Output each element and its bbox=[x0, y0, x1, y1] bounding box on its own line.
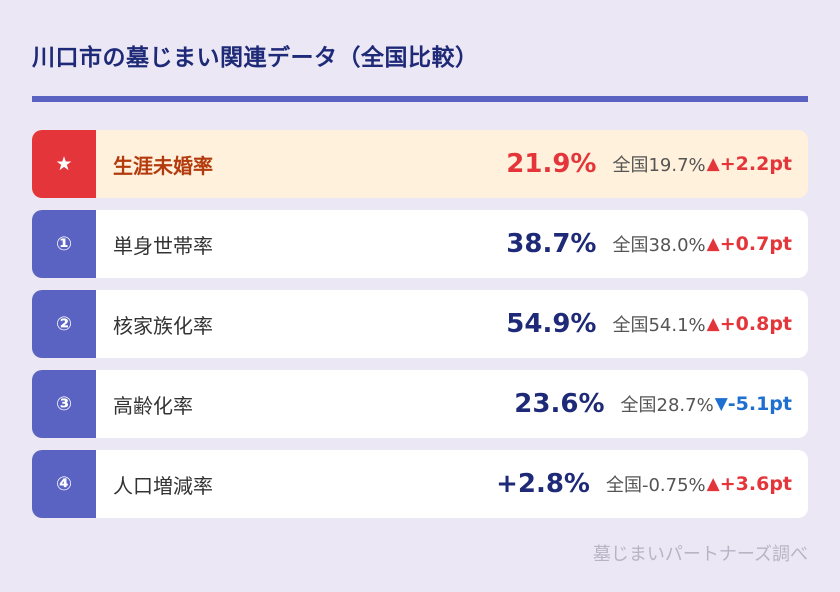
trend-arrow-icon: ▼ bbox=[714, 394, 728, 414]
stat-value: 54.9% bbox=[506, 309, 597, 339]
diff-value: +2.2pt bbox=[719, 153, 792, 175]
stat-label: 生涯未婚率 bbox=[113, 153, 213, 178]
diff-value: +0.8pt bbox=[719, 313, 792, 335]
diff-value: +3.6pt bbox=[719, 473, 792, 495]
stat-row-nuclear-family: ② 核家族化率 54.9% 全国54.1% ▲ +0.8pt bbox=[32, 290, 808, 358]
trend-arrow-icon: ▲ bbox=[706, 154, 720, 174]
source-note: 墓じまいパートナーズ調べ bbox=[592, 544, 808, 565]
diff-value: +0.7pt bbox=[719, 233, 792, 255]
stat-value: 21.9% bbox=[506, 149, 597, 179]
national-value: 全国28.7% bbox=[620, 395, 714, 416]
national-value: 全国-0.75% bbox=[605, 475, 706, 496]
trend-arrow-icon: ▲ bbox=[706, 234, 720, 254]
page-title: 川口市の墓じまい関連データ（全国比較） bbox=[32, 45, 479, 71]
national-value: 全国54.1% bbox=[612, 315, 706, 336]
trend-arrow-icon: ▲ bbox=[706, 474, 720, 494]
stats-list: ★ 生涯未婚率 21.9% 全国19.7% ▲ +2.2pt ① 単身世帯率 3… bbox=[32, 130, 808, 530]
stat-label: 人口増減率 bbox=[113, 473, 213, 498]
stat-values: +2.8% 全国-0.75% ▲ +3.6pt bbox=[496, 450, 792, 518]
stat-values: 38.7% 全国38.0% ▲ +0.7pt bbox=[506, 210, 792, 278]
stat-label: 単身世帯率 bbox=[113, 233, 213, 258]
stat-row-population-change: ④ 人口増減率 +2.8% 全国-0.75% ▲ +3.6pt bbox=[32, 450, 808, 518]
trend-arrow-icon: ▲ bbox=[706, 314, 720, 334]
stat-row-aging-rate: ③ 高齢化率 23.6% 全国28.7% ▼ -5.1pt bbox=[32, 370, 808, 438]
stat-label: 核家族化率 bbox=[113, 313, 213, 338]
stat-values: 21.9% 全国19.7% ▲ +2.2pt bbox=[506, 130, 792, 198]
diff-value: -5.1pt bbox=[727, 393, 792, 415]
national-value: 全国19.7% bbox=[612, 155, 706, 176]
title-underline bbox=[32, 96, 808, 102]
stat-values: 23.6% 全国28.7% ▼ -5.1pt bbox=[514, 370, 792, 438]
number-badge: ② bbox=[32, 290, 96, 358]
stat-value: 23.6% bbox=[514, 389, 605, 419]
number-badge: ④ bbox=[32, 450, 96, 518]
number-badge: ① bbox=[32, 210, 96, 278]
stat-row-single-household: ① 単身世帯率 38.7% 全国38.0% ▲ +0.7pt bbox=[32, 210, 808, 278]
stat-values: 54.9% 全国54.1% ▲ +0.8pt bbox=[506, 290, 792, 358]
star-badge: ★ bbox=[32, 130, 96, 198]
stat-label: 高齢化率 bbox=[113, 393, 193, 418]
stat-value: 38.7% bbox=[506, 229, 597, 259]
number-badge: ③ bbox=[32, 370, 96, 438]
stat-value: +2.8% bbox=[496, 469, 590, 499]
national-value: 全国38.0% bbox=[612, 235, 706, 256]
stat-row-lifetime-unmarried: ★ 生涯未婚率 21.9% 全国19.7% ▲ +2.2pt bbox=[32, 130, 808, 198]
